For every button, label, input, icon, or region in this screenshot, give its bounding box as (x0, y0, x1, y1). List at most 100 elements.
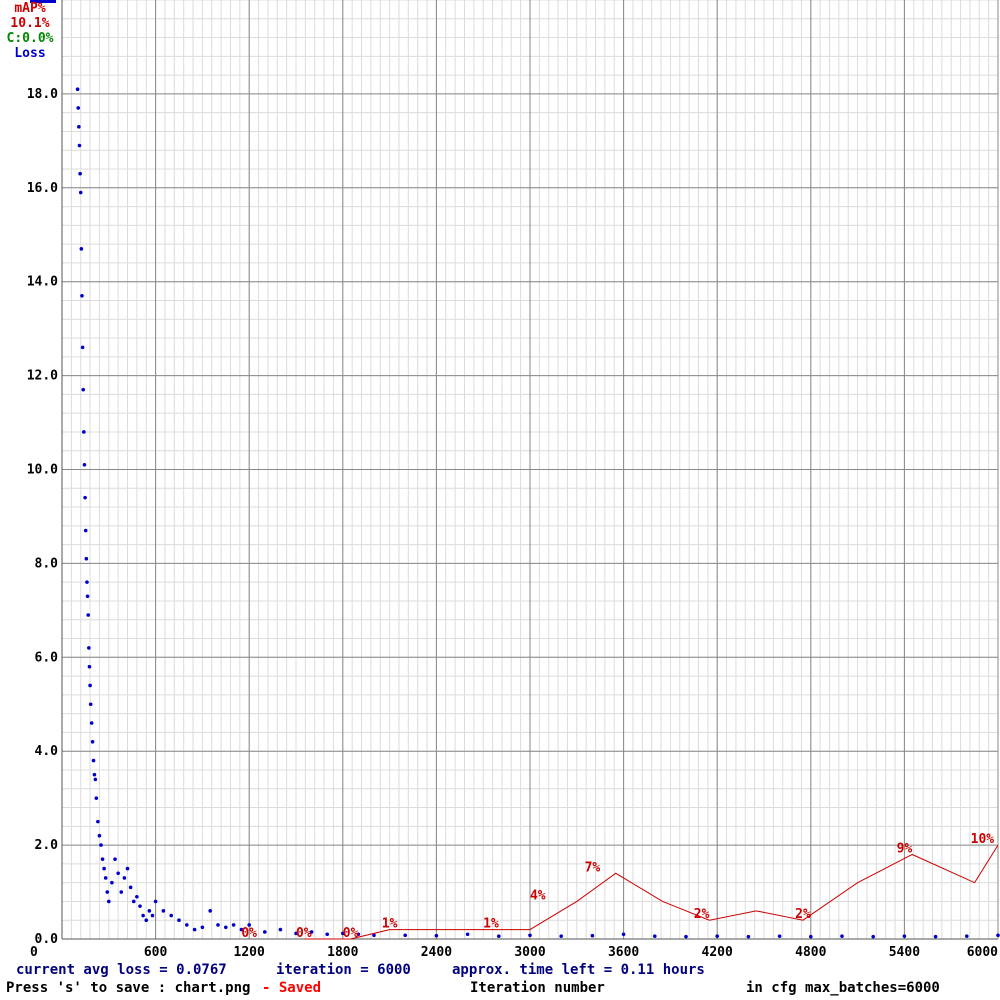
y-tick-label: 18.0 (27, 87, 58, 102)
loss-point (116, 871, 120, 876)
loss-point (128, 885, 133, 890)
loss-point (590, 933, 595, 938)
loss-point (80, 293, 84, 298)
y-tick-label: 6.0 (35, 650, 59, 665)
loss-point (840, 934, 844, 938)
loss-point (141, 913, 145, 918)
map-data-label: 2% (795, 907, 811, 922)
max-batches-text: in cfg max_batches=6000 (746, 980, 940, 996)
x-tick-label: 4200 (702, 945, 733, 960)
loss-point (497, 934, 501, 938)
loss-point (102, 866, 106, 871)
y-tick-label: 10.0 (27, 463, 58, 478)
loss-point (208, 909, 212, 913)
x-axis-ticks: 0 600 1200 1800 2400 3000 3600 4200 4800 5400 6000 (30, 945, 998, 960)
loss-point (185, 923, 189, 927)
x-tick-label: 4800 (795, 945, 826, 960)
y-tick-label: 4.0 (35, 744, 59, 759)
legend: mAP%10.1%C:0.0%Loss (7, 1, 54, 61)
loss-point (87, 646, 91, 650)
loss-point (91, 758, 96, 763)
major-grid (61, 0, 999, 940)
loss-point (78, 171, 82, 176)
loss-point (153, 899, 158, 904)
x-tick-label: 1200 (234, 945, 265, 960)
map-series (303, 844, 999, 940)
loss-point (325, 932, 330, 937)
saved-status-text: - Saved (262, 980, 321, 996)
loss-point (715, 934, 719, 938)
loss-legend-marker (30, 0, 56, 3)
loss-point (294, 931, 298, 936)
map-data-label: 9% (897, 841, 913, 856)
loss-point (528, 933, 532, 938)
loss-point (77, 124, 81, 129)
loss-point (92, 772, 97, 777)
loss-point (125, 866, 130, 871)
loss-point (403, 933, 408, 938)
loss-point (100, 857, 105, 861)
axes (61, 0, 998, 940)
loss-point (83, 495, 87, 500)
loss-point (653, 934, 657, 938)
loss-point (200, 925, 205, 930)
x-tick-label: 1800 (327, 945, 358, 960)
map-data-label: 0% (343, 926, 359, 941)
loss-point (147, 909, 152, 913)
map-data-label: 2% (694, 907, 710, 922)
map-data-label: 0% (296, 926, 312, 941)
loss-point (263, 930, 267, 934)
loss-point (177, 918, 181, 923)
map-data-label: 1% (382, 917, 398, 932)
map-data-label: 1% (483, 917, 499, 932)
loss-point (996, 933, 1000, 938)
loss-series (75, 87, 1000, 939)
loss-point (684, 934, 688, 939)
loss-point (871, 934, 875, 939)
map-line (303, 844, 999, 940)
loss-point (87, 664, 92, 669)
loss-point (621, 932, 626, 937)
loss-point (122, 876, 127, 880)
loss-point (77, 143, 82, 148)
x-tick-label: 0 (30, 945, 38, 960)
loss-point (135, 894, 139, 899)
loss-point (81, 387, 86, 392)
loss-point (372, 933, 376, 938)
loss-point (78, 190, 83, 195)
loss-point (84, 556, 89, 561)
y-tick-label: 12.0 (27, 369, 58, 384)
map-data-label: 10% (971, 832, 995, 847)
x-tick-label: 6000 (967, 945, 998, 960)
loss-point (94, 796, 99, 800)
loss-point (113, 857, 117, 861)
loss-point (356, 932, 361, 937)
loss-point (88, 683, 92, 688)
loss-point (96, 819, 100, 824)
loss-point (777, 934, 782, 938)
loss-point (809, 934, 813, 939)
y-tick-label: 2.0 (35, 838, 59, 853)
loss-point (89, 721, 94, 725)
x-tick-label: 2400 (421, 945, 452, 960)
loss-point (105, 890, 110, 894)
avg-loss-text: current avg loss = 0.0767 (16, 962, 227, 978)
loss-point (79, 247, 84, 251)
loss-point (138, 904, 142, 908)
loss-point (192, 927, 197, 932)
loss-point (434, 933, 439, 938)
y-axis-ticks: 0.0 2.0 4.0 6.0 8.0 10.0 12.0 14.0 16.0 18.0 (27, 87, 58, 947)
loss-point (465, 932, 470, 937)
map-data-label: 7% (585, 860, 601, 875)
x-axis-label: Iteration number (470, 980, 605, 996)
map-data-label: 0% (241, 926, 257, 941)
loss-point (224, 925, 228, 930)
time-left-text: approx. time left = 0.11 hours (452, 962, 705, 978)
loss-point (965, 934, 969, 938)
loss-point (746, 934, 751, 939)
loss-point (239, 927, 244, 932)
loss-point (309, 930, 314, 934)
loss-point (902, 934, 907, 938)
legend-entry: Loss (14, 46, 45, 61)
